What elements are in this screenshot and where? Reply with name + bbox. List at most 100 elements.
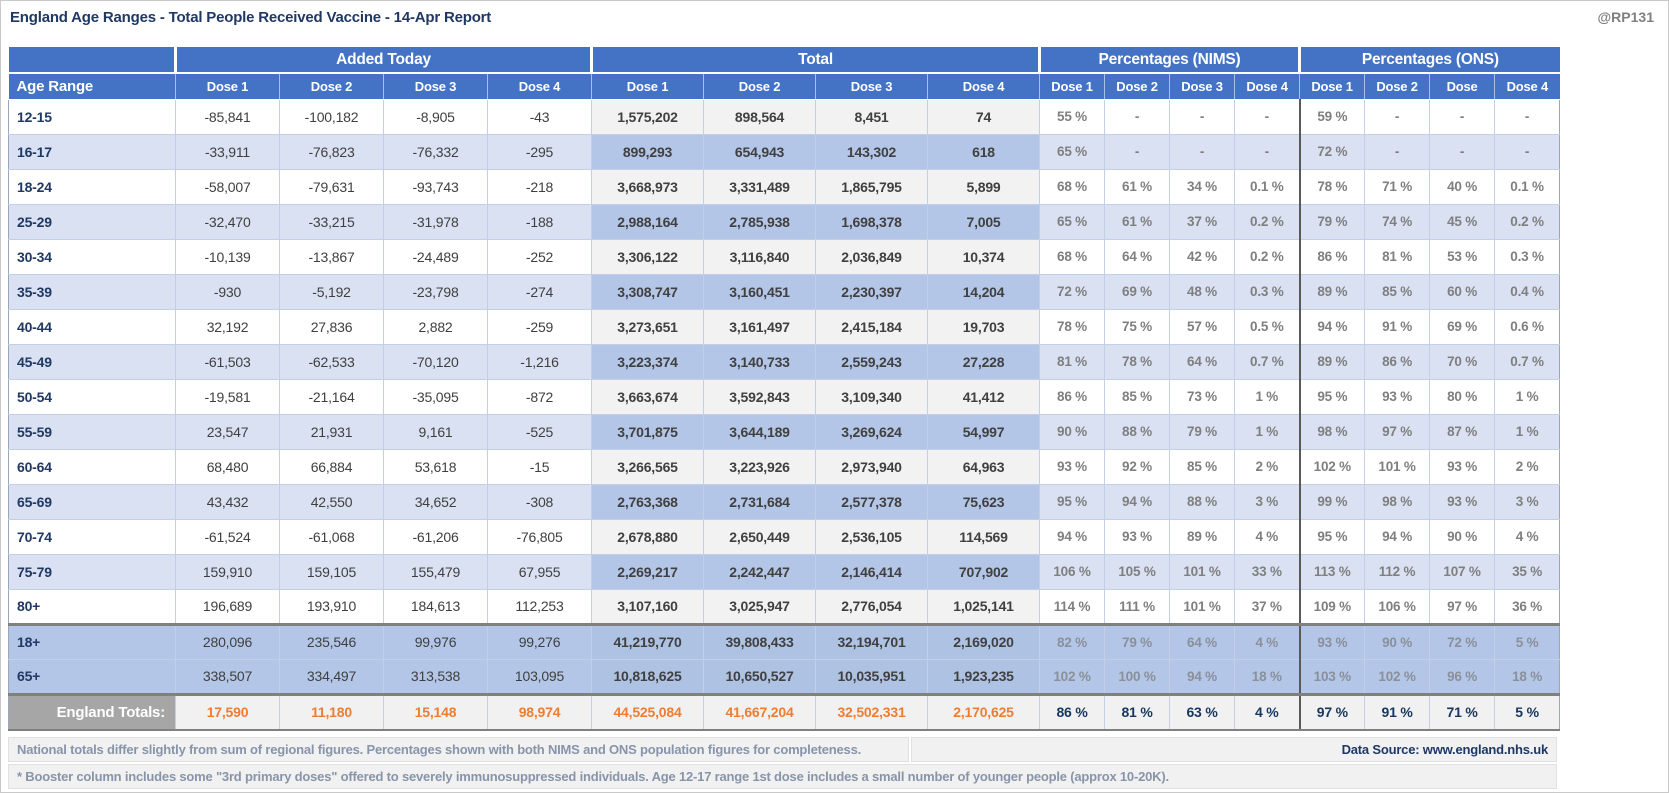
group-header-1: Added Today (173, 47, 592, 74)
table-row-18+: 18+ 280,096 235,546 99,976 99,276 41,219,770 3… (8, 622, 1561, 660)
column-header-dose: Dose 1 (1039, 73, 1105, 100)
cell-added-today: -13,867 (279, 238, 384, 275)
cell-percent-nims: 42 % (1169, 238, 1236, 275)
row-label: 40-44 (8, 308, 176, 345)
cell-percent-nims: 73 % (1169, 378, 1236, 415)
cell-percent-nims: 94 % (1104, 483, 1171, 520)
cell-added-today: -61,503 (175, 343, 280, 380)
cell-percent-nims: 0.3 % (1234, 273, 1301, 310)
row-label: 80+ (8, 588, 176, 625)
cell-added-today: -79,631 (279, 168, 384, 205)
cell-total: 19,703 (927, 308, 1041, 345)
table-row-7579: 75-79 159,910 159,105 155,479 67,955 2,269,21… (8, 553, 1561, 590)
cell-total: 3,223,926 (703, 448, 817, 485)
row-label: 55-59 (8, 413, 176, 450)
cell-percent-nims: 63 % (1169, 692, 1236, 731)
cell-percent-ons: 35 % (1494, 553, 1561, 590)
cell-percent-nims: 55 % (1039, 98, 1106, 135)
column-header-dose: Dose 4 (927, 73, 1040, 100)
cell-added-today: 235,546 (279, 622, 384, 660)
cell-percent-ons: 93 % (1429, 448, 1496, 485)
cell-percent-ons: 90 % (1364, 622, 1431, 660)
cell-percent-ons: 98 % (1298, 413, 1366, 450)
cell-percent-nims: - (1104, 133, 1171, 170)
cell-percent-ons: 71 % (1429, 692, 1496, 731)
table-row-EnglandTotals: England Totals: 17,590 11,180 15,148 98,974 4… (8, 692, 1561, 731)
cell-percent-nims: 95 % (1039, 483, 1106, 520)
cell-total: 2,146,414 (815, 553, 929, 590)
cell-total: 2,559,243 (815, 343, 929, 380)
cell-total: 5,899 (927, 168, 1041, 205)
cell-percent-ons: 70 % (1429, 343, 1496, 380)
cell-percent-nims: 34 % (1169, 168, 1236, 205)
vaccine-table: Added Today Total Percentages (NIMS) Percen… (8, 47, 1561, 731)
cell-total: 3,269,624 (815, 413, 929, 450)
cell-total: 707,902 (927, 553, 1041, 590)
cell-added-today: -76,805 (486, 518, 593, 555)
cell-added-today: -33,911 (175, 133, 280, 170)
cell-percent-nims: 102 % (1039, 658, 1106, 695)
cell-total: 3,273,651 (591, 308, 705, 345)
cell-total: 2,536,105 (815, 518, 929, 555)
cell-added-today: -35,095 (383, 378, 488, 415)
cell-total: 899,293 (591, 133, 705, 170)
cell-percent-ons: - (1429, 133, 1496, 170)
table-row-6064: 60-64 68,480 66,884 53,618 -15 3,266,565 3,223… (8, 448, 1561, 485)
cell-added-today: 98,974 (486, 692, 593, 731)
cell-percent-ons: 53 % (1429, 238, 1496, 275)
cell-percent-ons: 2 % (1494, 448, 1561, 485)
cell-total: 2,036,849 (815, 238, 929, 275)
cell-percent-ons: 113 % (1298, 553, 1366, 590)
table-row-3539: 35-39 -930 -5,192 -23,798 -274 3,308,747 3,160… (8, 273, 1561, 310)
cell-total: 2,230,397 (815, 273, 929, 310)
cell-added-today: 196,689 (175, 588, 280, 625)
cell-total: 32,502,331 (815, 692, 929, 731)
row-label: 45-49 (8, 343, 176, 380)
cell-added-today: -61,206 (383, 518, 488, 555)
cell-total: 143,302 (815, 133, 929, 170)
cell-added-today: -259 (486, 308, 593, 345)
cell-percent-nims: 79 % (1169, 413, 1236, 450)
cell-total: 14,204 (927, 273, 1041, 310)
cell-added-today: -8,905 (383, 98, 488, 135)
cell-percent-nims: 85 % (1169, 448, 1236, 485)
cell-added-today: 21,931 (279, 413, 384, 450)
cell-percent-nims: 61 % (1104, 203, 1171, 240)
cell-percent-nims: 3 % (1234, 483, 1301, 520)
cell-percent-nims: 100 % (1104, 658, 1171, 695)
footnote-national-totals: National totals differ slightly from sum… (8, 737, 909, 762)
column-header-dose: Dose (1429, 73, 1495, 100)
cell-percent-ons: - (1494, 133, 1561, 170)
cell-percent-ons: 1 % (1494, 378, 1561, 415)
cell-percent-nims: 106 % (1039, 553, 1106, 590)
cell-percent-ons: - (1429, 98, 1496, 135)
cell-total: 2,169,020 (927, 622, 1041, 660)
cell-percent-nims: 65 % (1039, 203, 1106, 240)
cell-percent-nims: - (1169, 133, 1236, 170)
cell-total: 2,763,368 (591, 483, 705, 520)
column-header-dose: Dose 1 (591, 73, 704, 100)
cell-added-today: 9,161 (383, 413, 488, 450)
cell-percent-ons: 40 % (1429, 168, 1496, 205)
cell-percent-nims: 75 % (1104, 308, 1171, 345)
cell-total: 41,219,770 (591, 622, 705, 660)
cell-percent-nims: 65 % (1039, 133, 1106, 170)
cell-percent-ons: 18 % (1494, 658, 1561, 695)
table-row-3034: 30-34 -10,139 -13,867 -24,489 -252 3,306,122 3… (8, 238, 1561, 275)
cell-total: 41,667,204 (703, 692, 817, 731)
cell-added-today: 112,253 (486, 588, 593, 625)
cell-percent-ons: 101 % (1364, 448, 1431, 485)
cell-added-today: -295 (486, 133, 593, 170)
cell-percent-nims: - (1234, 98, 1301, 135)
cell-percent-ons: 85 % (1364, 273, 1431, 310)
cell-percent-nims: 81 % (1104, 692, 1171, 731)
cell-total: 74 (927, 98, 1041, 135)
cell-added-today: 68,480 (175, 448, 280, 485)
table-row-7074: 70-74 -61,524 -61,068 -61,206 -76,805 2,678,8… (8, 518, 1561, 555)
cell-percent-nims: 2 % (1234, 448, 1301, 485)
cell-percent-nims: 94 % (1039, 518, 1106, 555)
cell-percent-nims: 0.7 % (1234, 343, 1301, 380)
cell-added-today: 43,432 (175, 483, 280, 520)
cell-percent-ons: 90 % (1429, 518, 1496, 555)
